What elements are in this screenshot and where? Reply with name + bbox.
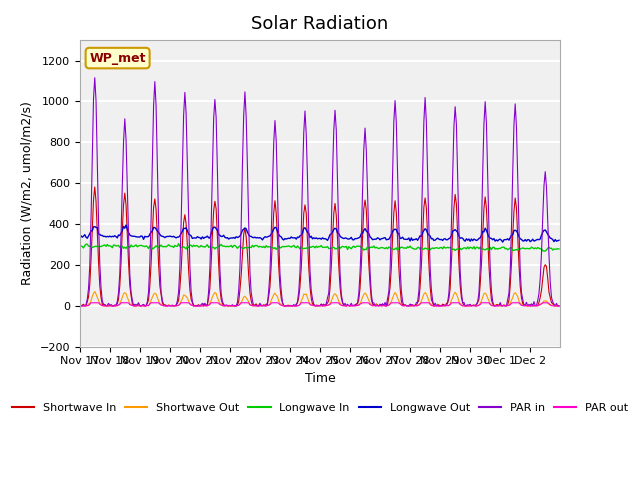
Legend: Shortwave In, Shortwave Out, Longwave In, Longwave Out, PAR in, PAR out: Shortwave In, Shortwave Out, Longwave In… xyxy=(7,398,633,417)
Y-axis label: Radiation (W/m2, umol/m2/s): Radiation (W/m2, umol/m2/s) xyxy=(21,101,34,285)
Title: Solar Radiation: Solar Radiation xyxy=(252,15,388,33)
X-axis label: Time: Time xyxy=(305,372,335,385)
Text: WP_met: WP_met xyxy=(90,51,146,65)
